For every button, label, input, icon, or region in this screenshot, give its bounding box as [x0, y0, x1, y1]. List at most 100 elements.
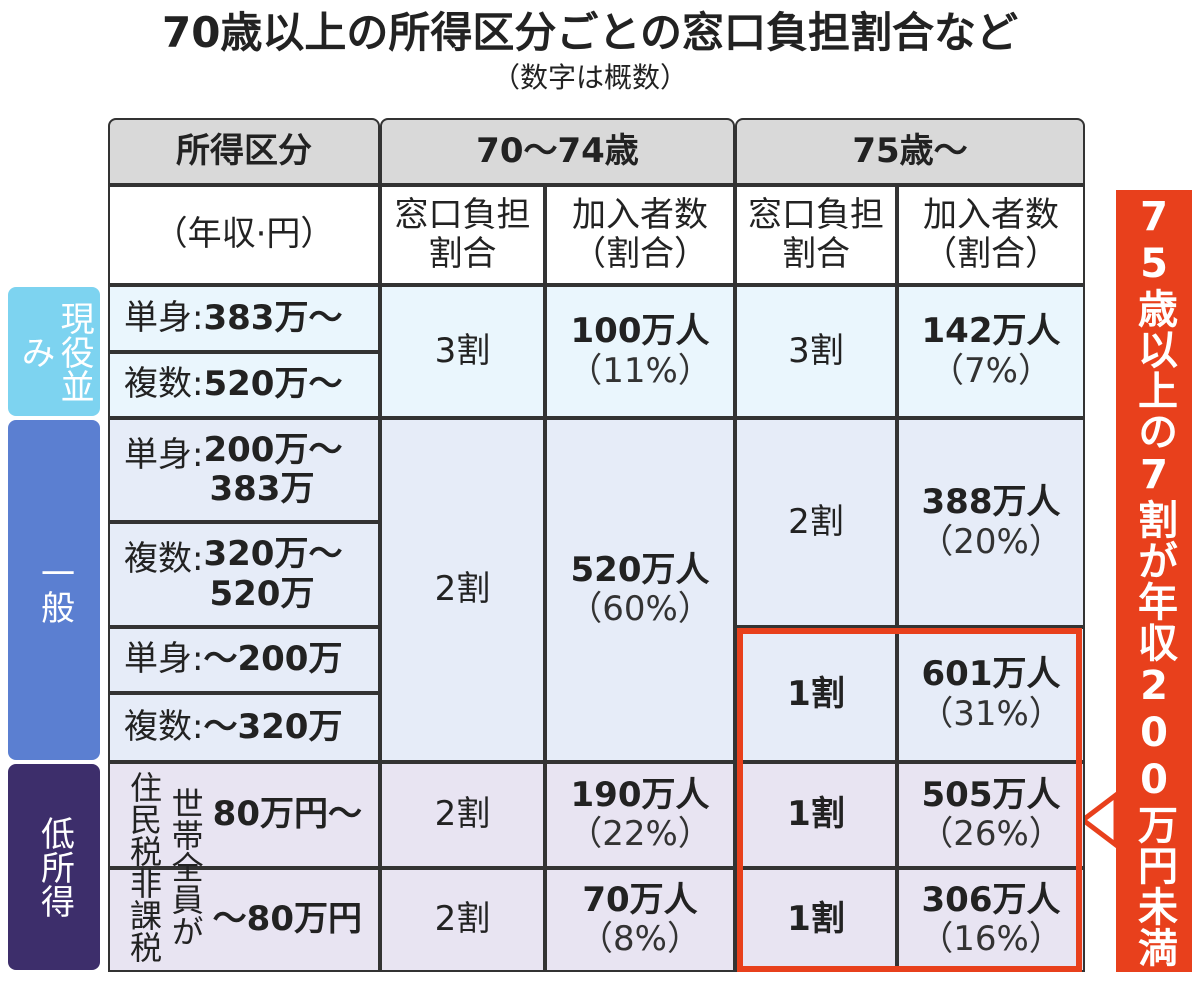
row-label: 単身: 〜200万: [108, 627, 380, 693]
note-text: 住民税非課税: [125, 771, 163, 963]
table-cell: 2割: [380, 868, 545, 972]
table-cell: 505万人 （26%）: [897, 762, 1085, 868]
header-text: 割合: [782, 234, 850, 274]
cell-text: 1割: [787, 794, 845, 835]
row-label: 複数: 320万〜 520万: [108, 522, 380, 627]
header-text: 割合: [428, 234, 497, 274]
cell-text: （16%）: [919, 919, 1063, 959]
table-cell: 3割: [380, 285, 545, 418]
callout-pointer: [1078, 789, 1119, 851]
row-value: 80万円〜: [213, 795, 362, 834]
row-label: 複数: 〜320万: [108, 693, 380, 762]
row-label: 80万円〜: [108, 762, 380, 868]
row-value-text: 〜80万円: [212, 899, 362, 940]
row-value: 200万〜 383万: [203, 429, 343, 509]
cell-text: （60%）: [568, 589, 712, 629]
group-label-text: 低所得: [34, 816, 75, 918]
group-label-text: 一般: [34, 556, 75, 624]
cell-text: （11%）: [568, 350, 712, 391]
header-text: 加入者数: [923, 194, 1059, 235]
cell-text: 142万人: [921, 311, 1061, 352]
cell-text: 3割: [434, 330, 491, 371]
row-label: 単身: 383万〜: [108, 285, 380, 352]
table-cell: 388万人 （20%）: [897, 418, 1085, 627]
title: 70歳以上の所得区分ごとの窓口負担割合など: [0, 8, 1180, 58]
row-value-text: 80万円〜: [212, 794, 362, 835]
row-value-text: 〜320万: [203, 706, 343, 747]
row-value: 〜320万: [203, 706, 343, 747]
header-text: 窓口負担: [394, 194, 531, 235]
table-cell: 2割: [380, 418, 545, 762]
header-cell: 加入者数 （割合）: [545, 185, 735, 285]
row-value-text: 200万〜: [203, 429, 343, 470]
header-cell: 加入者数 （割合）: [897, 185, 1085, 285]
table-cell: 1割: [735, 762, 897, 868]
cell-text: 2割: [434, 569, 491, 610]
cell-text: 505万人: [921, 774, 1061, 815]
table-cell: 2割: [735, 418, 897, 627]
group-label-text: 現役並み: [15, 300, 95, 403]
row-value: 320万〜 520万: [203, 535, 342, 613]
cell-text: 2割: [434, 899, 491, 940]
cell-text: 520万人: [570, 549, 710, 590]
row-prefix: 複数:: [124, 539, 204, 579]
row-value-text: 320万〜: [203, 534, 343, 575]
cell-text: （8%）: [579, 919, 701, 959]
table-cell: 306万人 （16%）: [897, 868, 1085, 972]
row-prefix: 単身:: [124, 297, 204, 338]
cell-text: 100万人: [570, 311, 710, 352]
callout-text: 75歳以上の7割が年収200万円未満: [1131, 194, 1177, 968]
subtitle: （数字は概数）: [0, 60, 1180, 96]
header-text: 窓口負担: [748, 194, 884, 235]
cell-text: （20%）: [919, 521, 1063, 562]
cell-text: 3割: [788, 330, 844, 371]
row-value-text: 383万: [209, 469, 315, 509]
row-value: 〜80万円: [213, 900, 362, 939]
cell-text: 1割: [787, 899, 845, 940]
row-prefix: 単身:: [124, 639, 204, 680]
cell-text: （31%）: [919, 693, 1063, 734]
group-label: 低所得: [8, 764, 100, 970]
row-prefix: 単身:: [124, 435, 204, 475]
table-cell: 2割: [380, 762, 545, 868]
header-text: 75歳〜: [852, 130, 968, 171]
row-value: 〜200万: [203, 640, 342, 679]
table-cell: 100万人 （11%）: [545, 285, 735, 418]
row-value-text: 〜200万: [203, 639, 343, 680]
row-value-text: 520万〜: [203, 364, 343, 405]
row-value: 383万〜: [203, 297, 343, 338]
row-value: 520万〜: [203, 365, 342, 404]
header-text: （割合）: [572, 234, 708, 274]
header-text: 加入者数: [572, 194, 708, 235]
table-cell: 1割: [735, 627, 897, 762]
row-value-text: 383万〜: [203, 297, 343, 338]
row-label: 複数: 520万〜: [108, 352, 380, 418]
row-prefix: 複数:: [124, 706, 204, 747]
group-note: 世帯全員が 住民税非課税: [114, 762, 214, 972]
group-label: 現役並み: [8, 287, 100, 416]
header-cell: 所得区分: [108, 118, 380, 185]
header-cell: 75歳〜: [735, 118, 1085, 185]
table-cell: 520万人 （60%）: [545, 418, 735, 762]
table-cell: 70万人 （8%）: [545, 868, 735, 972]
cell-text: （22%）: [568, 814, 712, 854]
header-text: （割合）: [923, 234, 1059, 274]
title-text: 70歳以上の所得区分ごとの窓口負担割合など: [161, 7, 1019, 57]
header-cell: 70〜74歳: [380, 118, 735, 185]
cell-text: 601万人: [921, 654, 1061, 695]
cell-text: 306万人: [921, 879, 1061, 920]
table-cell: 190万人 （22%）: [545, 762, 735, 868]
cell-text: 2割: [788, 501, 844, 542]
header-text: 70〜74歳: [476, 130, 639, 171]
row-prefix: 複数:: [124, 364, 204, 405]
row-value-text: 520万: [209, 573, 315, 614]
group-label: 一般: [8, 420, 100, 760]
table-cell: 1割: [735, 868, 897, 972]
cell-text: 70万人: [582, 879, 698, 920]
highlight: [737, 628, 1082, 972]
header-cell: （年収·円）: [108, 185, 380, 285]
header-cell: 窓口負担 割合: [380, 185, 545, 285]
row-label: 単身: 200万〜 383万: [108, 418, 380, 522]
table-cell: 3割: [735, 285, 897, 418]
